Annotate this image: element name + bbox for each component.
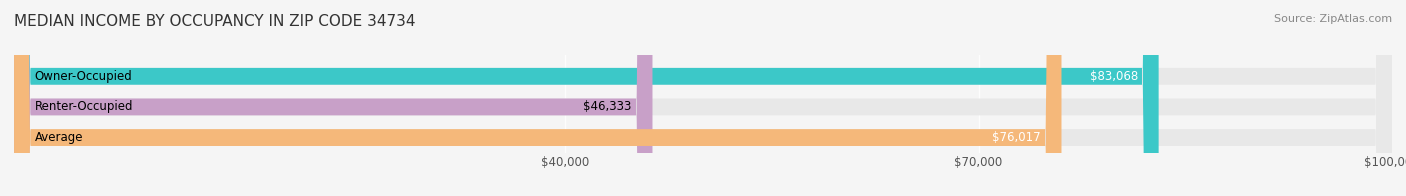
Text: Owner-Occupied: Owner-Occupied bbox=[35, 70, 132, 83]
Text: $76,017: $76,017 bbox=[993, 131, 1040, 144]
Text: $83,068: $83,068 bbox=[1090, 70, 1137, 83]
FancyBboxPatch shape bbox=[14, 0, 652, 196]
FancyBboxPatch shape bbox=[14, 0, 1062, 196]
FancyBboxPatch shape bbox=[14, 0, 1392, 196]
FancyBboxPatch shape bbox=[14, 0, 1392, 196]
Text: $46,333: $46,333 bbox=[583, 100, 631, 113]
FancyBboxPatch shape bbox=[14, 0, 1159, 196]
FancyBboxPatch shape bbox=[14, 0, 1392, 196]
Text: Source: ZipAtlas.com: Source: ZipAtlas.com bbox=[1274, 14, 1392, 24]
Text: Renter-Occupied: Renter-Occupied bbox=[35, 100, 134, 113]
Text: Average: Average bbox=[35, 131, 83, 144]
Text: MEDIAN INCOME BY OCCUPANCY IN ZIP CODE 34734: MEDIAN INCOME BY OCCUPANCY IN ZIP CODE 3… bbox=[14, 14, 416, 29]
